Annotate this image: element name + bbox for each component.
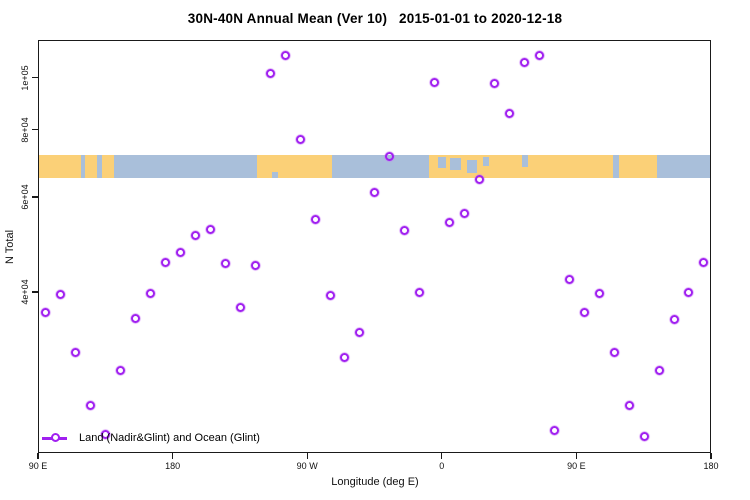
data-point [385,152,395,162]
chart-title: 30N-40N Annual Mean (Ver 10) 2015-01-01 … [187,11,563,26]
data-point [56,290,66,300]
map-band-detail-land [89,155,95,162]
x-tick-mark [710,453,712,459]
data-point [310,215,320,225]
legend-label: Land (Nadir&Glint) and Ocean (Glint) [79,432,260,444]
data-point [340,352,350,362]
x-tick-label: 90 W [296,461,318,471]
data-point [534,51,544,61]
y-tick-label: 4e+04 [20,279,30,305]
map-band-detail-ocean [438,157,446,168]
map-band-detail-ocean [272,172,279,178]
data-point [175,248,185,258]
data-point [370,188,380,198]
data-point [624,400,634,410]
map-band-segment-land [101,155,114,178]
land-ocean-map-band [39,155,710,178]
data-point [146,289,156,299]
data-point [460,208,470,218]
y-tick-mark [32,196,38,198]
data-point [475,174,485,184]
data-point [355,328,365,337]
data-point [250,261,260,271]
legend-open-circle-icon [51,433,60,442]
x-tick-label: 90 E [28,461,48,471]
map-band-detail-land [646,171,653,178]
data-point [325,290,335,300]
map-band-detail-ocean [522,155,529,167]
x-tick-label: 180 [165,461,181,471]
map-band-segment-land [257,155,333,178]
data-point [519,57,529,67]
x-tick-label: 0 [439,461,445,471]
y-axis-title: N Total [4,229,16,265]
data-point [295,134,305,144]
map-band-segment-ocean [332,155,430,178]
data-point [116,366,126,376]
y-tick-mark [32,129,38,131]
data-point [86,400,96,410]
data-point [161,257,171,267]
data-point [505,108,514,118]
map-band-segment-ocean [80,155,86,178]
data-point [579,308,589,318]
y-tick-mark [32,76,38,79]
data-point [400,225,410,235]
data-point [609,347,619,357]
plot-area: Land (Nadir&Glint) and Ocean (Glint) [38,40,711,453]
y-tick-mark [32,291,38,293]
map-band-segment-ocean [613,155,620,178]
x-tick-label: 90 E [567,461,586,471]
data-point [280,51,290,61]
data-point [205,224,215,234]
data-point [639,432,649,442]
data-point [41,308,51,318]
x-tick-mark [306,453,308,459]
map-band-segment-land [39,155,81,178]
x-tick-mark [575,453,577,459]
map-band-detail-ocean [450,158,461,170]
x-axis-title: Longitude (deg E) [331,476,419,488]
map-band-segment-ocean [113,155,258,178]
data-point [415,287,425,297]
data-point [101,429,111,439]
data-point [430,77,440,87]
data-point [220,259,230,269]
data-point [669,314,679,324]
data-point [699,257,709,267]
data-point [190,231,200,241]
data-point [71,348,81,358]
data-point [564,275,574,285]
map-band-segment-ocean [656,155,710,178]
data-point [131,313,141,323]
map-band-detail-ocean [483,157,490,167]
map-band-segment-ocean [97,155,102,178]
data-point [445,218,455,228]
data-point [235,302,245,312]
data-point [654,365,664,375]
x-tick-mark [172,453,174,459]
data-point [594,289,604,299]
map-band-detail-ocean [466,159,478,174]
x-tick-mark [441,453,443,459]
x-tick-label: 180 [703,461,719,471]
y-tick-label: 6e+04 [20,184,30,210]
y-tick-label: 1e+05 [20,64,30,91]
data-point [549,425,559,435]
data-point [684,288,694,298]
data-point [490,78,500,88]
y-tick-label: 8e+04 [20,117,30,143]
x-tick-mark [37,453,39,459]
map-band-segment-land [85,155,98,178]
data-point [265,68,275,78]
